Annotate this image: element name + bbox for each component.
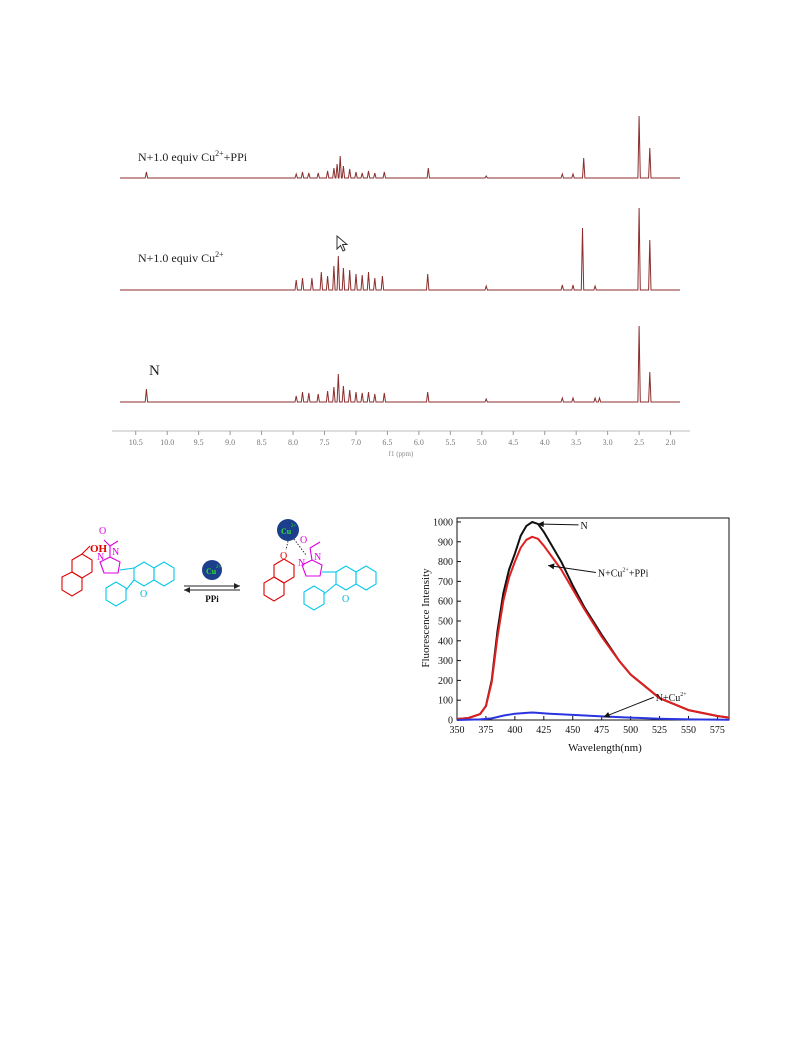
annotation-label-1: N+Cu2++PPi — [598, 567, 649, 579]
x-tick-label: 550 — [681, 725, 696, 736]
nmr-tick-label: 3.0 — [603, 438, 613, 447]
equilibrium-arrows: Cu 2+ PPi — [184, 560, 240, 604]
nmr-tick-label: 7.5 — [319, 438, 329, 447]
y-tick-label: 200 — [438, 676, 453, 687]
y-tick-label: 400 — [438, 636, 453, 647]
series-line-0 — [456, 521, 730, 720]
ppi-label: PPi — [205, 594, 219, 604]
n-label-2: N — [112, 547, 119, 558]
nmr-tick-label: 6.0 — [414, 438, 424, 447]
fluorescence-chart: 350 375 400 425 450 475 500 525 550 575 0 100 200 300… — [420, 517, 730, 754]
annotation-arrow — [548, 565, 596, 573]
y-tick-label: 1000 — [433, 517, 453, 528]
nmr-label-bottom: N — [149, 363, 160, 379]
x-tick-label: 375 — [478, 725, 493, 736]
nmr-tick-label: 4.5 — [508, 438, 518, 447]
phenolate-o-label: O — [280, 551, 287, 562]
bound-copper-charge: 2+ — [291, 524, 297, 529]
series-line-2 — [456, 711, 730, 721]
y-tick-label: 800 — [438, 557, 453, 568]
nmr-stacked-spectra: N+1.0 equiv Cu2++PPi N+1.0 equiv Cu2+ N … — [112, 115, 690, 458]
chart-annotations: N N+Cu2++PPi N+Cu2+ — [537, 521, 688, 718]
nmr-traces-group — [120, 115, 680, 403]
nmr-trace-0 — [120, 115, 680, 179]
x-tick-label: 475 — [594, 725, 609, 736]
chart-x-axis-label: Wavelength(nm) — [568, 742, 642, 754]
nmr-tick-label: 5.5 — [445, 438, 455, 447]
nmr-x-ticks: 10.5 10.0 9.5 9.0 8.5 8.0 7.5 7.0 6.5 6.0 5.5 5.0 4.… — [129, 431, 676, 447]
annotation-label-0: N — [581, 521, 588, 532]
annotation-arrow — [603, 696, 654, 718]
complex-carbonyl-o-label: O — [300, 535, 307, 546]
complex-ring-o-label: O — [342, 594, 349, 605]
x-tick-label: 575 — [710, 725, 725, 736]
nmr-tick-label: 7.0 — [351, 438, 361, 447]
nmr-x-axis-label: f1 (ppm) — [389, 450, 414, 458]
nmr-trace-1 — [120, 207, 680, 291]
nmr-label-top: N+1.0 equiv Cu2++PPi — [138, 149, 248, 164]
nmr-tick-label: 9.5 — [194, 438, 204, 447]
nmr-tick-label: 8.5 — [257, 438, 267, 447]
y-tick-label: 900 — [438, 537, 453, 548]
y-tick-label: 600 — [438, 597, 453, 608]
nmr-tick-label: 8.0 — [288, 438, 298, 447]
nmr-tick-label: 10.0 — [160, 438, 174, 447]
bound-copper-label: Cu — [281, 527, 292, 536]
chart-axes-ticks: 350 375 400 425 450 475 500 525 550 575 0 100 200 300… — [433, 517, 725, 736]
x-tick-label: 450 — [565, 725, 580, 736]
x-tick-label: 500 — [623, 725, 638, 736]
y-tick-label: 500 — [438, 616, 453, 627]
annotation-arrow — [537, 523, 579, 526]
nmr-label-middle: N+1.0 equiv Cu2+ — [138, 250, 224, 265]
chart-plot-area — [456, 517, 730, 721]
complex-n-label-2: N — [314, 552, 321, 563]
annotation-label-2: N+Cu2+ — [656, 692, 688, 704]
x-tick-label: 350 — [450, 725, 465, 736]
y-tick-label: 100 — [438, 696, 453, 707]
nmr-tick-label: 4.0 — [540, 438, 550, 447]
y-tick-label: 300 — [438, 656, 453, 667]
n-label-1: N — [97, 552, 104, 563]
x-tick-label: 525 — [652, 725, 667, 736]
chart-frame — [456, 517, 730, 721]
bound-copper-icon — [277, 519, 299, 541]
complex-n-label-1: N — [298, 558, 305, 569]
nmr-trace-2 — [120, 325, 680, 403]
annotation-arrowhead — [603, 712, 611, 718]
nmr-tick-label: 3.5 — [571, 438, 581, 447]
y-tick-label: 0 — [448, 716, 453, 727]
mouse-cursor-icon — [336, 235, 349, 252]
nmr-tick-label: 2.5 — [634, 438, 644, 447]
hydroxyl-label: OH — [90, 543, 108, 555]
annotation-arrowhead — [548, 563, 555, 570]
y-tick-label: 700 — [438, 577, 453, 588]
nmr-tick-label: 5.0 — [477, 438, 487, 447]
series-line-1 — [456, 535, 730, 720]
copper-charge: 2+ — [216, 565, 222, 570]
chart-series-lines — [456, 521, 730, 721]
carbonyl-o-label: O — [99, 526, 106, 537]
binding-scheme: OH O N N O Cu 2+ PPi Cu — [61, 519, 377, 611]
nmr-tick-label: 9.0 — [225, 438, 235, 447]
ring-o-label: O — [140, 589, 147, 600]
nmr-tick-label: 10.5 — [129, 438, 143, 447]
x-tick-label: 400 — [507, 725, 522, 736]
copper-complex-structure: Cu 2+ O O N N O — [263, 519, 377, 611]
chart-y-axis-label: Fluorescence Intensity — [420, 568, 432, 668]
nmr-tick-label: 2.0 — [666, 438, 676, 447]
copper-label: Cu — [206, 567, 217, 576]
x-tick-label: 425 — [536, 725, 551, 736]
nmr-tick-label: 6.5 — [382, 438, 392, 447]
ligand-structure: OH O N N O — [61, 526, 175, 607]
copper-ion-icon — [202, 560, 222, 580]
annotation-arrowhead — [537, 521, 544, 528]
